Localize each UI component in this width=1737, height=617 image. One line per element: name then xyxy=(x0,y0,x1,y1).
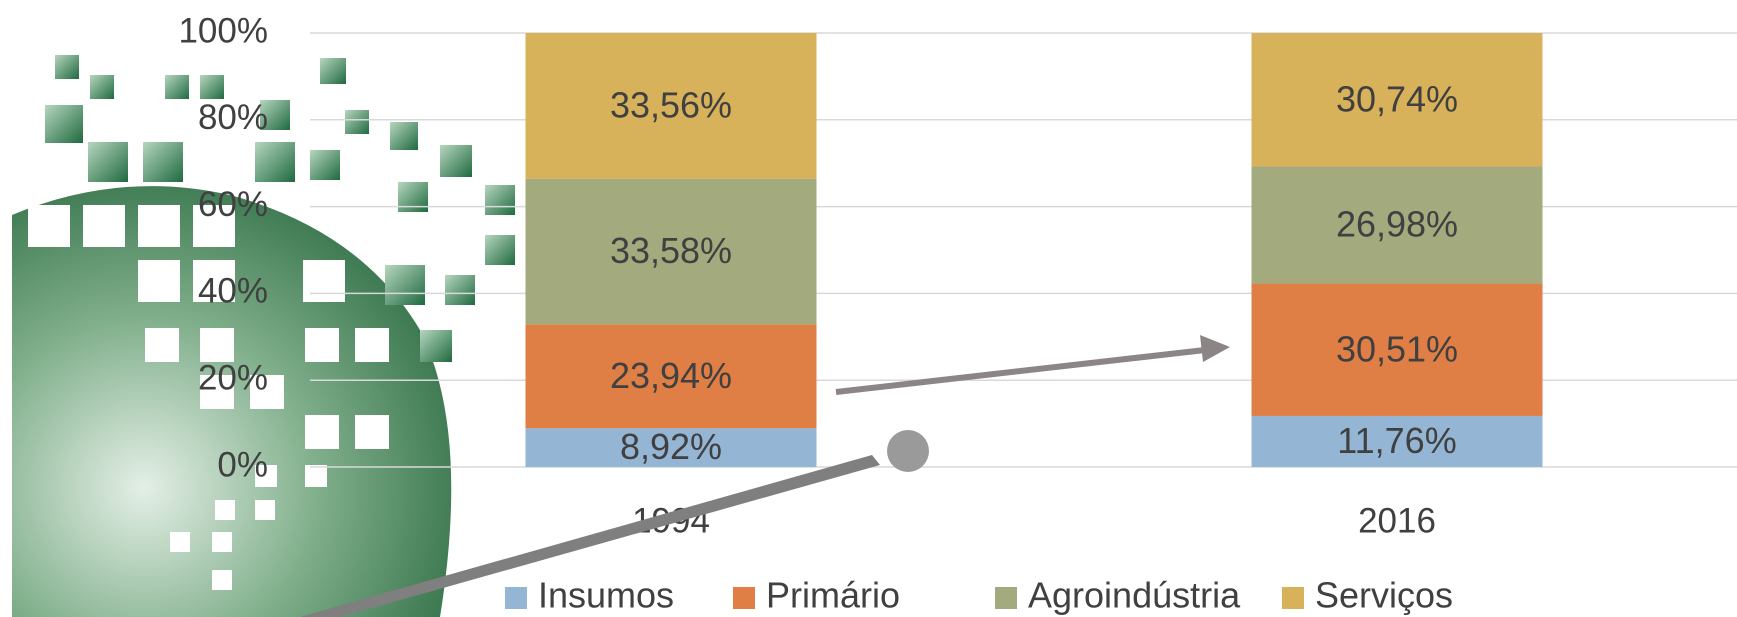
legend-swatch xyxy=(505,587,527,609)
legend-label: Agroindústria xyxy=(1028,575,1241,616)
value-label: 8,92% xyxy=(620,426,722,467)
value-label: 33,56% xyxy=(610,84,732,125)
bar-segment xyxy=(1251,283,1543,416)
plot-area: 8,92%23,94%33,58%33,56%199411,76%30,51%2… xyxy=(178,11,1737,616)
y-tick-label: 20% xyxy=(198,358,268,397)
legend-label: Primário xyxy=(766,575,900,616)
x-tick-label: 2016 xyxy=(1358,501,1436,540)
bar-segment xyxy=(1251,166,1543,284)
legend-label: Insumos xyxy=(538,575,674,616)
value-label: 30,74% xyxy=(1336,78,1458,119)
bar-segment xyxy=(1251,415,1543,467)
legend-label: Serviços xyxy=(1315,575,1453,616)
y-tick-label: 60% xyxy=(198,185,268,224)
legend-swatch xyxy=(733,587,755,609)
annotation-arrows xyxy=(300,335,1230,617)
value-label: 26,98% xyxy=(1336,204,1458,245)
bar-segment xyxy=(525,178,817,325)
y-tick-label: 100% xyxy=(178,11,268,50)
value-label: 30,51% xyxy=(1336,328,1458,369)
y-tick-label: 40% xyxy=(198,272,268,311)
y-tick-label: 80% xyxy=(198,98,268,137)
value-label: 11,76% xyxy=(1337,420,1456,461)
value-label: 33,58% xyxy=(610,230,732,271)
bar-segment xyxy=(525,324,817,429)
bar-segment xyxy=(1251,33,1543,167)
logo xyxy=(12,55,515,617)
bar-segment xyxy=(525,428,817,467)
bar-segment xyxy=(525,33,817,179)
legend-swatch xyxy=(995,587,1017,609)
y-tick-label: 0% xyxy=(217,445,268,484)
value-label: 23,94% xyxy=(610,355,732,396)
legend-swatch xyxy=(1282,587,1304,609)
